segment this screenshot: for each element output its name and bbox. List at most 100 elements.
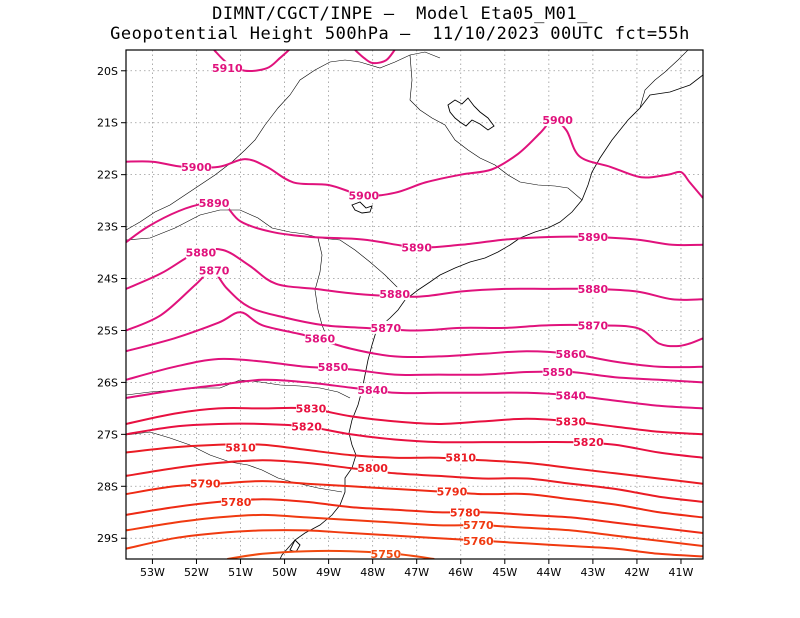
state-border-mg-es (639, 50, 689, 109)
contour-label-bg (463, 533, 494, 547)
contour-label-bg (185, 245, 216, 259)
contour-label: 5750 (371, 548, 402, 561)
lake-furnas (447, 97, 495, 131)
contour-label: 5890 (578, 231, 609, 244)
contour-label: 5850 (318, 361, 349, 374)
contour-label: 5830 (556, 415, 587, 428)
contour-5860 (126, 311, 703, 369)
map-title-line-1: DIMNT/CGCT/INPE – Model Eta05_M01_ (212, 4, 588, 24)
coastal-lagoon (289, 539, 301, 553)
contour-label: 5840 (556, 389, 587, 402)
contour-5870 (126, 269, 703, 348)
contour-label: 5900 (181, 161, 212, 174)
state-border-sc-rs (126, 431, 343, 493)
contour-label-bg (221, 494, 252, 508)
contour-label-bg (304, 331, 335, 345)
lat-tick-label: 27S (97, 428, 118, 441)
contour-label-bg (555, 346, 586, 360)
lat-tick-label: 22S (97, 169, 118, 182)
contour-label-bg (291, 419, 322, 433)
lon-tick-label: 43W (580, 566, 605, 579)
lat-tick-label: 25S (97, 324, 118, 337)
contour-label-bg (212, 61, 243, 75)
axis-ticks: 20S 21S 22S 23S 24S 25S 26S 27S 28S 29S 53W 52W 51W 5… (97, 65, 694, 579)
contour-label: 5880 (186, 247, 217, 260)
lon-tick-label: 49W (316, 566, 341, 579)
contour-label-bg (181, 159, 212, 173)
contour-5910 (354, 50, 396, 65)
lon-tick-label: 47W (404, 566, 429, 579)
contour-label-bg (445, 450, 476, 464)
lon-tick-label: 44W (536, 566, 561, 579)
contour-label: 5790 (437, 485, 468, 498)
contour-label: 5900 (349, 189, 380, 202)
contour-5800 (126, 459, 703, 503)
contour-label-bg (401, 240, 432, 254)
contour-label-bg (348, 188, 379, 202)
contour-label: 5820 (573, 436, 604, 449)
contour-5830 (126, 406, 703, 436)
contour-label-bg (190, 476, 221, 490)
contour-label-bg (577, 281, 608, 295)
contour-label-bg (295, 401, 326, 415)
contour-label-bg (370, 546, 401, 560)
contour-label-bg (357, 383, 388, 397)
contour-label: 5900 (542, 114, 573, 127)
map-title-line-2: Geopotential Height 500hPa – 11/10/2023 … (110, 24, 690, 44)
lat-tick-label: 26S (97, 376, 118, 389)
contour-label-bg (577, 318, 608, 332)
contour-label-bg (225, 440, 256, 454)
contour-label-bg (436, 484, 467, 498)
reservoir (351, 201, 373, 214)
lon-tick-label: 45W (492, 566, 517, 579)
contour-label: 5870 (199, 265, 230, 278)
contour-5750 (227, 549, 435, 559)
contour-labels: 5910 5900 5900 5900 5890 5890 5890 5880 5880 5880… (181, 61, 609, 561)
lon-tick-label: 52W (184, 566, 209, 579)
river-parana (314, 237, 327, 336)
contour-label-bg (199, 263, 230, 277)
contour-label: 5860 (304, 332, 335, 345)
plot-frame (125, 49, 704, 560)
contour-5820 (126, 422, 703, 459)
contour-label: 5780 (221, 496, 252, 509)
contour-label-bg (357, 461, 388, 475)
lon-tick-label: 51W (228, 566, 253, 579)
contour-label: 5890 (401, 241, 432, 254)
contour-label: 5910 (212, 62, 243, 75)
lat-tick-label: 23S (97, 221, 118, 234)
lat-tick-label: 29S (97, 532, 118, 545)
contour-label-bg (450, 505, 481, 519)
contour-label: 5830 (296, 402, 327, 415)
contour-label: 5850 (542, 366, 573, 379)
contour-label: 5870 (578, 319, 609, 332)
lat-tick-label: 28S (97, 480, 118, 493)
contour-label-bg (463, 518, 494, 532)
contour-label: 5870 (371, 322, 402, 335)
contour-label: 5890 (199, 197, 230, 210)
contour-label: 5800 (357, 462, 388, 475)
contour-label-bg (318, 359, 349, 373)
lon-tick-label: 41W (669, 566, 694, 579)
contour-label-bg (379, 287, 410, 301)
contour-label-bg (555, 414, 586, 428)
contour-5790 (126, 480, 703, 519)
contour-label-bg (542, 365, 573, 379)
contour-5760 (126, 529, 703, 558)
contour-5840 (126, 378, 703, 410)
contour-label-bg (555, 388, 586, 402)
contour-label: 5820 (291, 421, 322, 434)
state-border-paranapanema (126, 209, 406, 296)
lon-tick-label: 53W (140, 566, 165, 579)
lat-tick-label: 24S (97, 273, 118, 286)
contour-label: 5780 (450, 506, 481, 519)
contour-5900 (126, 119, 703, 199)
contour-label-bg (199, 196, 230, 210)
contour-label-bg (370, 320, 401, 334)
contour-label: 5810 (225, 441, 256, 454)
lon-tick-label: 42W (624, 566, 649, 579)
contour-label: 5840 (357, 384, 388, 397)
contour-label-bg (542, 113, 573, 127)
contour-label: 5790 (190, 478, 221, 491)
